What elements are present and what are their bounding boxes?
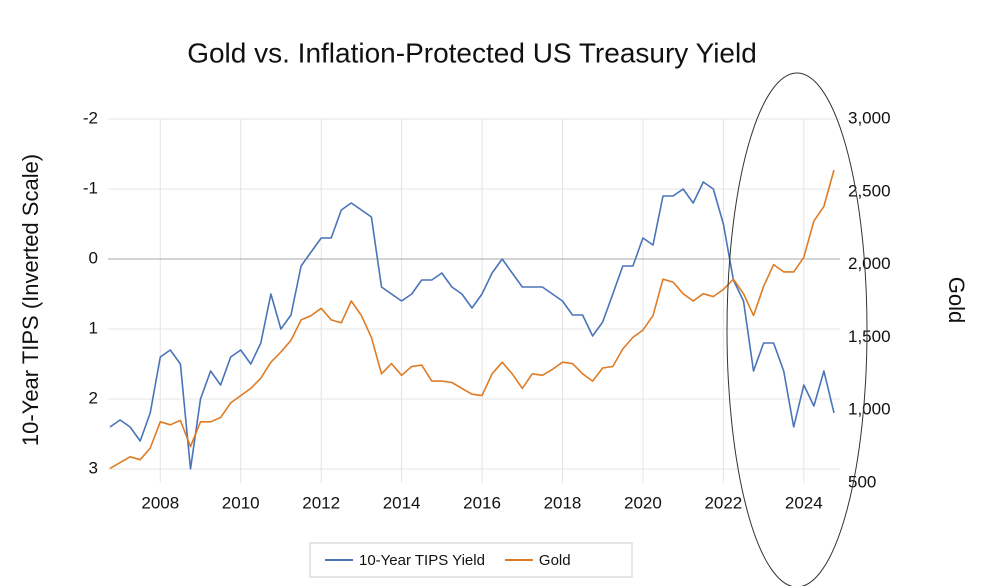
y2-tick-label: 1,000 (848, 400, 891, 419)
series-line (109, 181, 835, 470)
legend-box (309, 542, 633, 578)
y-tick-label: 3 (89, 458, 98, 477)
x-tick-label: 2018 (544, 493, 582, 512)
y-tick-label: -1 (83, 178, 98, 197)
legend-label: 10-Year TIPS Yield (359, 552, 485, 569)
series-line (109, 169, 835, 470)
legend-label: Gold (539, 552, 571, 569)
x-tick-label: 2014 (383, 493, 421, 512)
y2-tick-label: 1,500 (848, 327, 891, 346)
y2-tick-label: 2,000 (848, 254, 891, 273)
plot-area: 2008 2010 2012 2014 2016 2018 2020 2022 2024 -2 -1… (83, 108, 891, 512)
x-tick-label: 2022 (704, 493, 742, 512)
highlight-ellipse (726, 72, 868, 586)
y2-tick-label: 3,000 (848, 108, 891, 127)
y2-axis-title: Gold (944, 277, 969, 323)
x-tick-label: 2016 (463, 493, 501, 512)
y-tick-label: -2 (83, 108, 98, 127)
x-tick-label: 2012 (302, 493, 340, 512)
x-tick-label: 2020 (624, 493, 662, 512)
chart-title: Gold vs. Inflation-Protected US Treasury… (187, 37, 757, 68)
x-tick-label: 2010 (222, 493, 260, 512)
y-tick-label: 1 (89, 318, 98, 337)
x-tick-label: 2008 (141, 493, 179, 512)
y-tick-label: 2 (89, 388, 98, 407)
y2-tick-label: 500 (848, 472, 876, 491)
y2-tick-label: 2,500 (848, 181, 891, 200)
y-axis-title: 10-Year TIPS (Inverted Scale) (18, 154, 43, 446)
x-tick-label: 2024 (785, 493, 823, 512)
y-tick-label: 0 (89, 248, 98, 267)
